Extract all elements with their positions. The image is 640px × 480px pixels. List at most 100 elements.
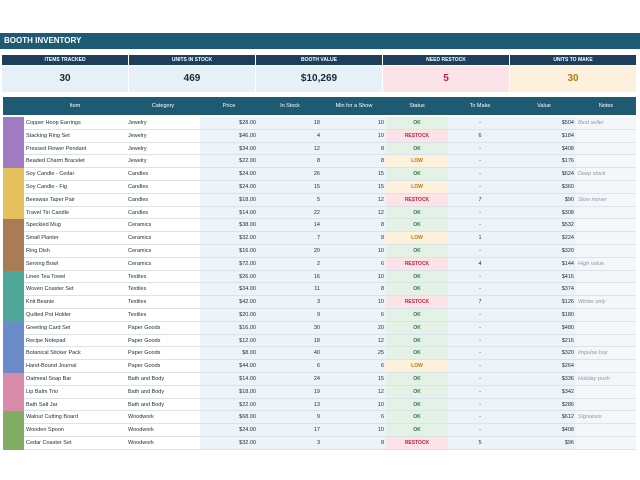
cell: Bath and Body <box>126 373 200 386</box>
status-badge: OK <box>386 219 448 233</box>
cell: 2 <box>258 257 322 271</box>
cell: - <box>448 142 512 156</box>
cell: Bath Salt Jar <box>24 399 126 412</box>
cell: Copper Hoop Earrings <box>24 117 126 130</box>
cell: 10 <box>322 270 386 284</box>
note: Impulse buy <box>576 347 636 361</box>
cell: Textiles <box>126 283 200 297</box>
cell: $360 <box>512 181 576 194</box>
status-badge: OK <box>386 142 448 156</box>
cell: 12 <box>322 385 386 399</box>
column-header: To Make <box>448 97 512 115</box>
cell: $532 <box>512 219 576 233</box>
cell: Bath and Body <box>126 399 200 412</box>
cell: $374 <box>512 283 576 297</box>
category-swatch <box>3 309 24 322</box>
cell: $44.00 <box>200 360 258 373</box>
cell: 3 <box>258 437 322 450</box>
category-swatch <box>3 296 24 309</box>
cell: Soy Candle - Fig <box>24 181 126 194</box>
note <box>576 270 636 284</box>
cell: 15 <box>322 168 386 181</box>
cell: $612 <box>512 411 576 425</box>
cell: 17 <box>258 424 322 437</box>
category-swatch <box>3 142 24 156</box>
kpi-value: 30 <box>2 66 128 92</box>
cell: - <box>448 181 512 194</box>
cell: $16.00 <box>200 245 258 258</box>
status-badge: RESTOCK <box>386 257 448 271</box>
cell: - <box>448 270 512 284</box>
cell: $180 <box>512 309 576 322</box>
column-header: Price <box>200 97 258 115</box>
category-swatch <box>3 206 24 220</box>
cell: 4 <box>448 257 512 271</box>
cell: $408 <box>512 424 576 437</box>
cell: $28.00 <box>200 117 258 130</box>
kpi-value: 469 <box>129 66 255 92</box>
cell: Textiles <box>126 271 200 284</box>
status-badge: OK <box>386 411 448 425</box>
category-swatch <box>3 373 24 386</box>
category-swatch <box>3 270 24 284</box>
cell: Paper Goods <box>126 322 200 335</box>
cell: - <box>448 309 512 322</box>
cell: 5 <box>258 193 322 207</box>
category-swatch <box>3 347 24 361</box>
cell: Stacking Ring Set <box>24 130 126 143</box>
cell: 20 <box>322 321 386 335</box>
note: Deep stock <box>576 168 636 181</box>
cell: $34.00 <box>200 283 258 297</box>
cell: Woodwork <box>126 411 200 425</box>
cell: Textiles <box>126 309 200 322</box>
cell: 20 <box>258 245 322 258</box>
column-header: Min for a Show <box>322 97 386 115</box>
cell: $504 <box>512 117 576 130</box>
cell: Walnut Cutting Board <box>24 411 126 425</box>
cell: 8 <box>258 155 322 169</box>
cell: 8 <box>322 232 386 245</box>
cell: - <box>448 168 512 181</box>
cell: 10 <box>322 398 386 412</box>
category-swatch <box>3 232 24 245</box>
category-swatch <box>3 219 24 233</box>
category-swatch <box>3 257 24 271</box>
cell: Travel Tin Candle <box>24 207 126 220</box>
cell: 10 <box>322 245 386 258</box>
cell: Cedar Coaster Set <box>24 437 126 450</box>
sheet-title: BOOTH INVENTORY <box>0 33 640 49</box>
cell: 6 <box>448 129 512 143</box>
cell: 16 <box>258 270 322 284</box>
cell: $126 <box>512 296 576 309</box>
cell: 3 <box>258 296 322 309</box>
status-badge: OK <box>386 321 448 335</box>
cell: 12 <box>258 142 322 156</box>
cell: Paper Goods <box>126 347 200 361</box>
category-swatch <box>3 424 24 437</box>
cell: 6 <box>322 257 386 271</box>
cell: - <box>448 245 512 258</box>
cell: 15 <box>322 181 386 194</box>
cell: $18.00 <box>200 193 258 207</box>
column-header: Value <box>512 97 576 115</box>
category-swatch <box>3 155 24 169</box>
category-swatch <box>3 321 24 335</box>
cell: Hand-Bound Journal <box>24 360 126 373</box>
cell: - <box>448 411 512 425</box>
cell: $176 <box>512 155 576 169</box>
cell: 6 <box>322 360 386 373</box>
cell: - <box>448 373 512 386</box>
note <box>576 206 636 220</box>
status-badge: OK <box>386 347 448 361</box>
cell: $72.00 <box>200 257 258 271</box>
status-badge: OK <box>386 168 448 181</box>
kpi-value: $10,269 <box>256 66 382 92</box>
note: Slow mover <box>576 193 636 207</box>
cell: 26 <box>258 168 322 181</box>
cell: 12 <box>322 193 386 207</box>
cell: $46.00 <box>200 129 258 143</box>
column-header: Notes <box>576 97 636 115</box>
cell: Ring Dish <box>24 245 126 258</box>
cell: 4 <box>258 129 322 143</box>
cell: - <box>448 206 512 220</box>
